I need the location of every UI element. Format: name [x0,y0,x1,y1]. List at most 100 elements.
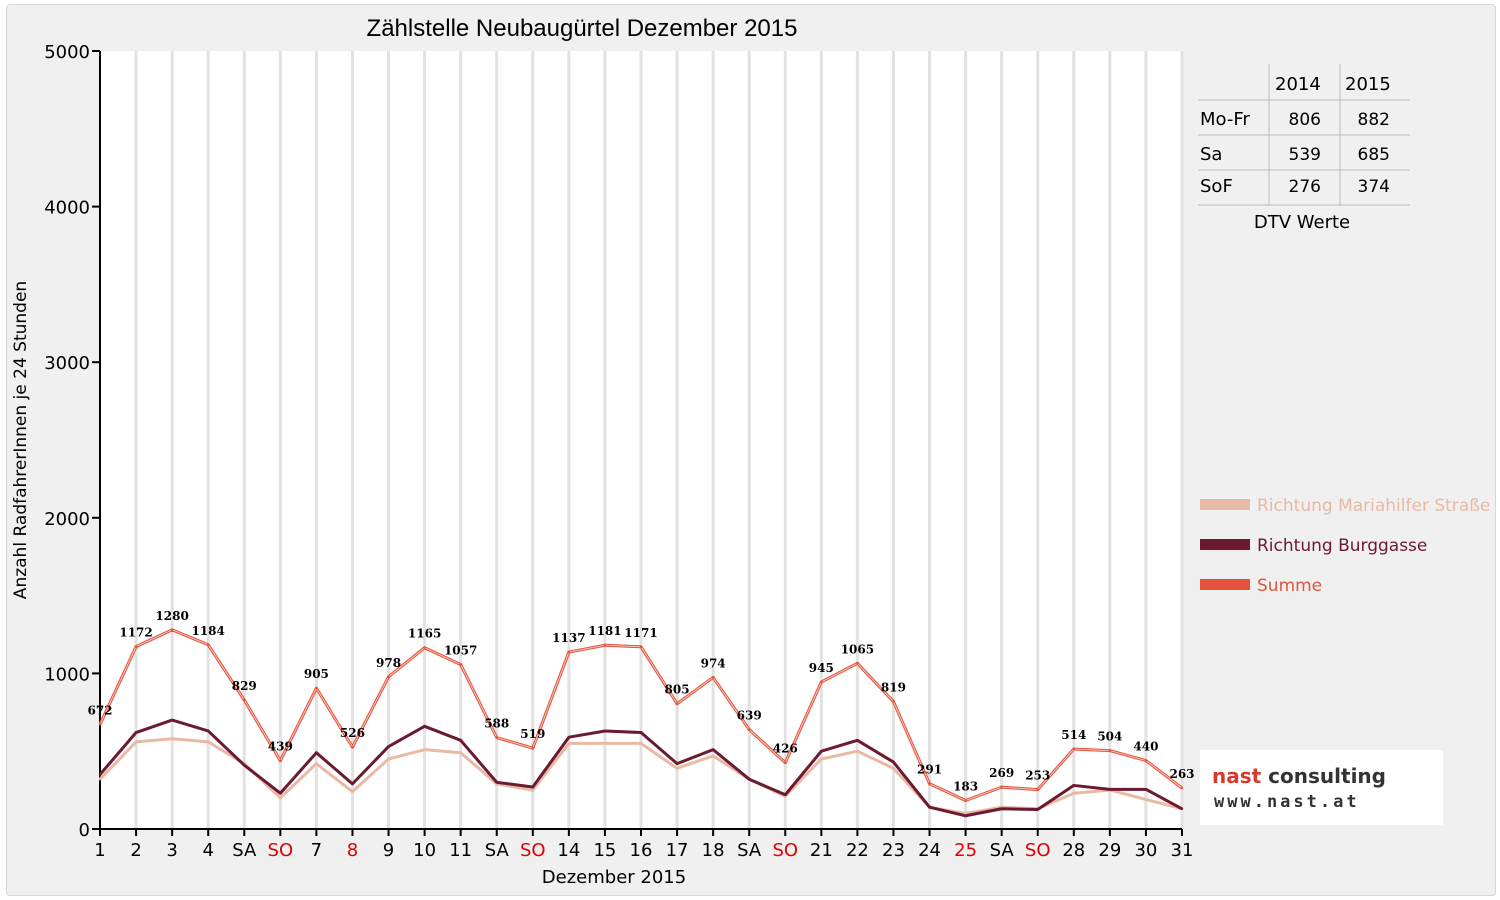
data-label: 253 [1025,769,1050,783]
data-point [98,723,102,726]
data-point [315,686,318,690]
x-tick-label: 11 [449,840,472,861]
table-cell: 685 [1358,145,1390,165]
data-point [170,737,174,740]
table-caption: DTV Werte [1254,212,1350,233]
table-row-label: SoF [1200,176,1233,197]
data-point [856,750,859,753]
legend-label-summe: Summe [1257,576,1322,596]
data-point [531,785,534,789]
data-label: 805 [665,683,690,697]
table-row-label: Sa [1200,144,1222,165]
x-tick-label: 29 [1098,840,1121,861]
data-point [856,739,859,742]
data-label: 504 [1097,730,1122,744]
data-point [1072,792,1076,795]
data-point [639,731,643,734]
data-point [1144,759,1148,762]
x-tick-label: SO [772,840,798,861]
data-point [459,751,462,754]
x-tick-label: SA [232,840,257,861]
data-point [1108,788,1112,791]
x-tick-label: 22 [846,840,869,861]
data-label: 440 [1133,740,1158,754]
data-point [856,662,859,665]
data-point [964,812,967,815]
data-point [639,742,643,745]
y-tick-label: 1000 [44,664,90,685]
data-point [315,762,318,765]
data-label: 978 [376,656,401,670]
data-point [134,645,138,648]
data-point [134,731,138,734]
data-label: 526 [340,726,365,740]
data-point [207,740,210,744]
x-tick-label: SA [485,840,510,861]
data-point [134,740,138,744]
logo-word-nast: nast [1212,764,1262,788]
data-point [675,702,679,705]
table-cell: 374 [1358,177,1390,197]
data-point [279,796,282,800]
x-tick-label: 28 [1062,840,1085,861]
y-tick-label: 0 [79,820,90,841]
data-label: 1165 [408,627,441,641]
x-tick-label: 3 [166,840,177,861]
data-label: 588 [484,717,509,731]
legend-label-burggasse: Richtung Burggasse [1257,536,1427,556]
data-point [711,754,715,758]
data-point [820,680,823,684]
data-label: 263 [1169,767,1194,781]
data-point [748,728,751,731]
data-point [784,793,787,796]
x-tick-label: 7 [311,840,322,861]
data-point [675,762,679,765]
data-point [603,729,607,733]
data-label: 829 [232,679,257,693]
data-point [207,643,210,646]
y-tick-label: 5000 [44,42,90,63]
data-label: 1280 [155,609,188,623]
table-header-2015: 2015 [1345,74,1391,95]
legend-swatch-mariahilfer [1200,499,1250,510]
y-tick-label: 3000 [44,353,90,374]
x-tick-label: 25 [954,840,977,861]
data-point [964,799,967,802]
x-tick-label: 14 [557,840,580,861]
table-row-label: Mo-Fr [1200,109,1250,130]
x-axis-label: Dezember 2015 [542,867,686,888]
data-point [1180,807,1184,810]
data-point [928,806,931,809]
data-point [675,767,679,770]
x-tick-label: 4 [202,840,213,861]
x-tick-label: 30 [1134,840,1157,861]
x-tick-label: SO [520,840,546,861]
data-point [98,778,102,781]
data-point [567,742,571,745]
data-point [1000,807,1003,810]
data-point [1144,788,1148,791]
legend-swatch-burggasse [1200,539,1250,550]
data-point [964,814,967,817]
data-point [387,757,390,761]
x-tick-label: 21 [810,840,833,861]
data-point [567,650,571,654]
data-point [1108,749,1112,752]
data-point [351,745,354,749]
legend-label-mariahilfer: Richtung Mariahilfer Straße [1257,496,1490,516]
data-label: 945 [809,661,834,675]
x-tick-label: 2 [130,840,141,861]
data-point [279,759,282,762]
data-point [170,628,174,632]
data-point [711,676,715,679]
data-label: 1057 [444,644,477,658]
data-point [603,644,607,647]
x-tick-label: SO [1025,840,1051,861]
company-logo: nast consulting www.nast.at [1200,750,1443,825]
data-point [1036,808,1039,811]
table-cell: 276 [1289,177,1321,197]
legend-swatch-summe [1200,579,1250,590]
